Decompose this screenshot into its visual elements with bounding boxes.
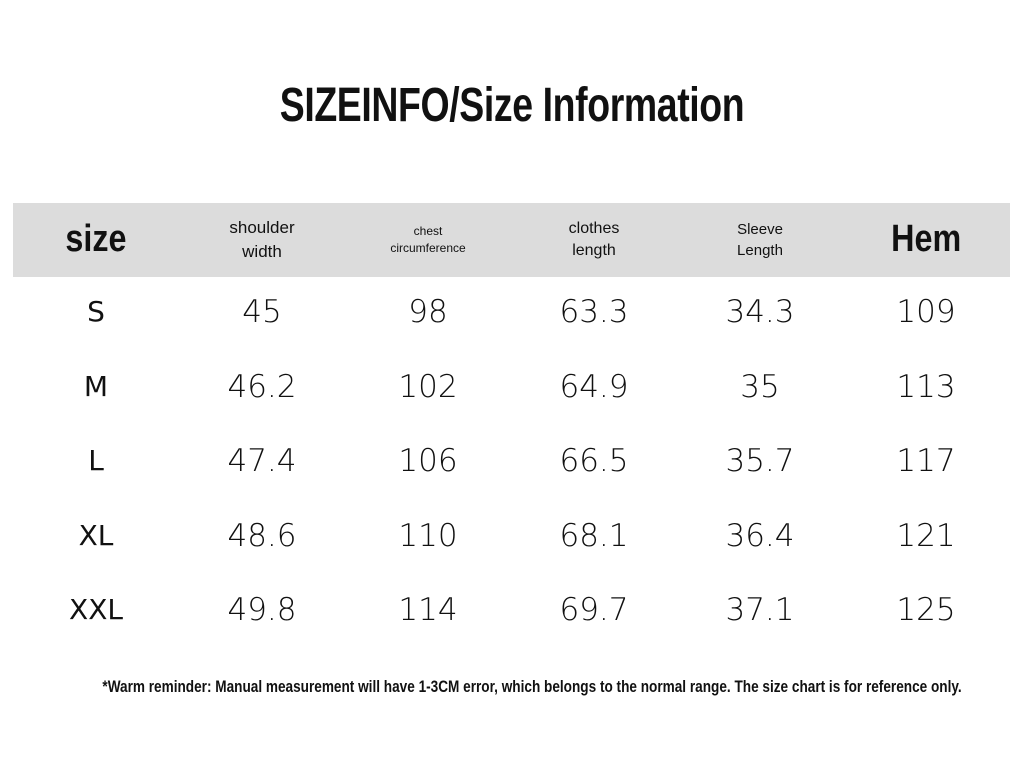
cell: 114 — [398, 592, 458, 628]
column-header-text: Hem — [890, 218, 962, 261]
cell: 102 — [398, 368, 458, 405]
cell: 110 — [398, 517, 458, 554]
cell: 36.4 — [725, 517, 795, 554]
title: SIZEINFO/Size Information — [279, 79, 745, 132]
cell: 37.1 — [725, 592, 795, 628]
cell: 47.4 — [227, 443, 297, 479]
cell: 45 — [242, 294, 282, 330]
cell: 98 — [408, 294, 448, 330]
cell: 35.7 — [725, 443, 795, 479]
column-header-text: Sleeve Length — [737, 221, 783, 259]
cell: 113 — [896, 368, 956, 405]
column-header: clothes length — [511, 203, 677, 277]
column-header: chest circumference — [345, 203, 511, 277]
cell: 125 — [896, 592, 956, 628]
footnote: *Warm reminder: Manual measurement will … — [102, 677, 962, 696]
cell: 66.5 — [559, 443, 629, 479]
cell: 49.8 — [227, 592, 297, 628]
column-header: Hem — [843, 203, 1009, 277]
column-header: size — [13, 203, 179, 277]
column-header: shoulder width — [179, 203, 345, 277]
column-header-text: clothes length — [568, 219, 620, 259]
cell: 106 — [398, 443, 458, 479]
size-label: XXL — [69, 593, 123, 626]
size-label: XL — [78, 518, 114, 552]
cell: 34.3 — [725, 294, 795, 330]
header-band — [13, 203, 1010, 277]
size-label: S — [87, 295, 105, 328]
cell: 121 — [896, 517, 956, 554]
cell: 117 — [896, 443, 956, 479]
cell: 46.2 — [227, 368, 297, 405]
cell: 48.6 — [227, 517, 297, 554]
cell: 64.9 — [559, 368, 629, 405]
column-header-text: chest circumference — [390, 224, 466, 255]
column-header-text: shoulder width — [229, 218, 295, 261]
size-label: L — [88, 444, 104, 477]
size-label: M — [83, 369, 109, 403]
cell: 63.3 — [559, 294, 629, 330]
column-header-text: size — [65, 218, 127, 261]
cell: 69.7 — [559, 592, 629, 628]
cell: 68.1 — [559, 517, 629, 554]
cell: 35 — [740, 368, 780, 405]
cell: 109 — [896, 294, 956, 330]
column-header: Sleeve Length — [677, 203, 843, 277]
